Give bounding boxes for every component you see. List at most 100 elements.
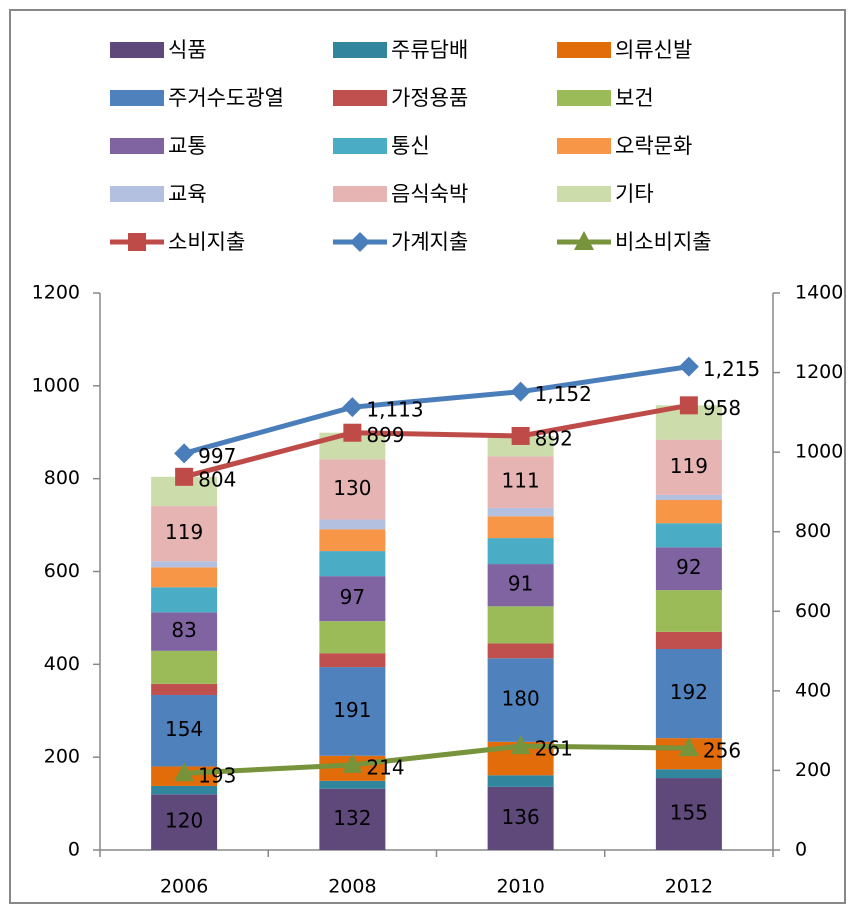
line-marker [350, 232, 370, 252]
bar-segment [319, 576, 386, 622]
bar-segment [319, 653, 386, 668]
bar-segment [655, 439, 722, 495]
data-label: 892 [535, 426, 573, 450]
y2-tick-label: 600 [795, 600, 831, 622]
data-label: 1,215 [703, 357, 760, 381]
bar-segment [487, 606, 554, 644]
line-marker [174, 762, 195, 782]
bar-segment [655, 590, 722, 632]
bar-segment [319, 529, 386, 552]
y-tick-label: 0 [68, 839, 80, 861]
bar-segment [487, 507, 554, 517]
data-label: 1,113 [366, 398, 423, 422]
y2-tick-label: 0 [795, 839, 807, 861]
bar-segment [655, 778, 722, 850]
bar-segment [151, 683, 218, 695]
legend-swatch [557, 138, 611, 154]
data-label: 111 [502, 469, 540, 493]
bar-segment [487, 775, 554, 787]
bar-segment [151, 694, 218, 767]
legend-swatch [333, 138, 387, 154]
bar-segment [655, 500, 722, 524]
data-label: 804 [198, 467, 236, 491]
y-tick-label: 1200 [32, 282, 80, 304]
bar-segment [487, 435, 554, 457]
x-tick-label: 2008 [328, 876, 376, 898]
data-label: 120 [165, 809, 203, 833]
line-marker [678, 356, 699, 377]
line-marker [343, 423, 362, 442]
data-label: 958 [703, 396, 741, 420]
legend-swatch [110, 42, 164, 58]
legend-swatch [110, 186, 164, 202]
bar-segment [319, 551, 386, 577]
legend-label: 기타 [615, 182, 654, 206]
data-label: 192 [670, 680, 708, 704]
data-label: 97 [340, 585, 365, 609]
line-marker [574, 231, 594, 250]
bar-segment [487, 658, 554, 742]
legend-label: 식품 [168, 38, 207, 62]
legend-swatch [557, 90, 611, 106]
y-tick-label: 200 [44, 746, 80, 768]
data-label: 191 [333, 698, 371, 722]
line-marker [175, 467, 194, 486]
bar-segment [151, 506, 218, 562]
line-marker [174, 443, 195, 464]
data-label: 92 [676, 555, 701, 579]
bar-segment [487, 538, 554, 565]
legend-label: 통신 [391, 134, 430, 158]
legend-label: 보건 [615, 86, 654, 110]
bar-segment [151, 794, 218, 850]
legend-label: 의류신발 [615, 38, 692, 62]
data-label: 119 [670, 454, 708, 478]
line-series [184, 743, 689, 776]
bar-segment [487, 643, 554, 659]
legend-label: 오락문화 [615, 134, 692, 158]
legend-swatch [333, 186, 387, 202]
y-tick-label: 800 [44, 467, 80, 489]
data-label: 899 [366, 423, 404, 447]
bar-segment [151, 561, 218, 568]
y2-tick-label: 1200 [795, 361, 843, 383]
data-label: 193 [198, 764, 236, 788]
data-label: 91 [508, 572, 533, 596]
legend-swatch [333, 90, 387, 106]
bar-segment [319, 788, 386, 850]
line-marker [510, 735, 531, 755]
legend-label: 가정용품 [391, 86, 468, 110]
data-label: 997 [198, 444, 236, 468]
x-tick-label: 2006 [160, 876, 208, 898]
data-label: 180 [502, 687, 540, 711]
bar-segment [151, 612, 218, 651]
legend-label: 가계지출 [391, 230, 468, 254]
y2-tick-label: 1400 [795, 282, 843, 304]
line-marker [511, 426, 530, 445]
legend-label: 주류담배 [391, 38, 468, 62]
bar-segment [655, 769, 722, 779]
data-label: 154 [165, 717, 203, 741]
bar-segment [319, 780, 386, 789]
legend-swatch [110, 90, 164, 106]
bar-segment [487, 786, 554, 850]
legend-swatch [333, 42, 387, 58]
line-marker [342, 753, 363, 773]
data-label: 83 [171, 618, 196, 642]
bar-segment [655, 649, 722, 739]
x-tick-label: 2010 [496, 876, 544, 898]
y-tick-label: 400 [44, 653, 80, 675]
data-label: 261 [535, 737, 573, 761]
bar-segment [151, 587, 218, 613]
legend-label: 소비지출 [168, 230, 245, 254]
bar-segment [151, 785, 218, 795]
line-marker [128, 233, 146, 251]
data-label: 214 [366, 755, 404, 779]
line-marker [679, 396, 698, 415]
legend-label: 교육 [168, 182, 207, 206]
legend-label: 비소비지출 [615, 230, 712, 254]
data-label: 136 [502, 805, 540, 829]
y-tick-label: 1000 [32, 374, 80, 396]
bar-segment [319, 519, 386, 530]
legend-swatch [557, 42, 611, 58]
